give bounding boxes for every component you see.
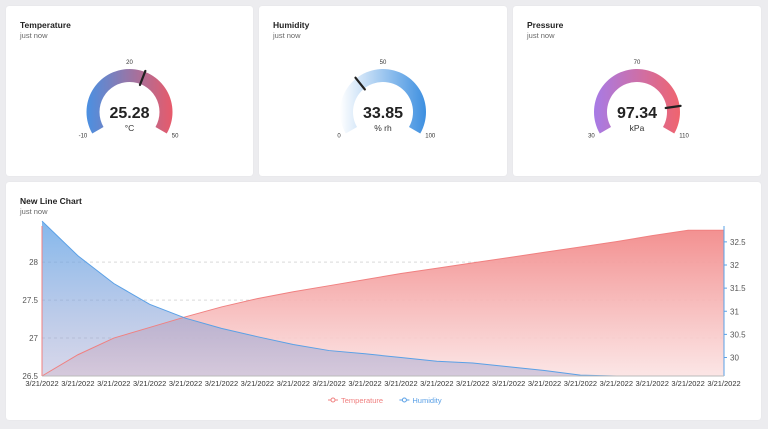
- gauge-subtitle: just now: [273, 31, 301, 40]
- x-axis-tick-label: 3/21/2022: [528, 379, 561, 388]
- gauge-card-humidity: Humidity just now 33.85% rh 0 100 50: [259, 6, 507, 176]
- x-axis-tick-label: 3/21/2022: [277, 379, 310, 388]
- gauge-value: 25.28: [109, 105, 149, 122]
- x-axis-tick-label: 3/21/2022: [600, 379, 633, 388]
- x-axis-tick-label: 3/21/2022: [420, 379, 453, 388]
- left-axis-tick-label: 26.5: [22, 372, 38, 381]
- gauge-mid-label: 20: [126, 60, 133, 66]
- gauge-min-label: 30: [588, 134, 595, 140]
- gauge-needle: [138, 69, 147, 87]
- x-axis-tick-label: 3/21/2022: [133, 379, 166, 388]
- x-axis-tick-label: 3/21/2022: [348, 379, 381, 388]
- gauge-unit: % rh: [374, 123, 392, 133]
- x-axis-tick-label: 3/21/2022: [456, 379, 489, 388]
- gauge-arc: [86, 69, 173, 134]
- line-chart-card: New Line Chart just now 26.5 27 27.5 28 30 30…: [6, 182, 761, 420]
- gauge-title: Pressure: [527, 20, 564, 30]
- gauge-value: 33.85: [363, 105, 403, 122]
- legend-item-temperature[interactable]: Temperature: [328, 396, 383, 405]
- gauge-value: 97.34: [617, 105, 657, 122]
- x-axis-tick-label: 3/21/2022: [384, 379, 417, 388]
- x-axis-tick-label: 3/21/2022: [564, 379, 597, 388]
- x-axis-tick-label: 3/21/2022: [492, 379, 525, 388]
- gauge-arc: [594, 69, 680, 134]
- legend-item-humidity[interactable]: Humidity: [399, 396, 442, 405]
- gauge-unit: kPa: [630, 123, 645, 133]
- gauge-max-label: 50: [172, 134, 179, 140]
- right-axis-tick-label: 30.5: [730, 330, 746, 339]
- x-axis-tick-label: 3/21/2022: [25, 379, 58, 388]
- right-axis-tick-label: 31.5: [730, 284, 746, 293]
- gauge-subtitle: just now: [527, 31, 555, 40]
- chart-subtitle: just now: [20, 207, 48, 216]
- gauge-humidity: 33.85% rh 0 100 50: [337, 60, 436, 140]
- legend-marker: [401, 397, 407, 403]
- left-axis-tick-label: 27: [29, 334, 38, 343]
- x-axis-tick-label: 3/21/2022: [636, 379, 669, 388]
- x-axis-tick-label: 3/21/2022: [707, 379, 740, 388]
- right-axis-tick-label: 31: [730, 307, 739, 316]
- left-axis-tick-label: 28: [29, 258, 38, 267]
- gauge-title: Humidity: [273, 20, 310, 30]
- legend-marker: [330, 397, 336, 403]
- left-axis-tick-label: 27.5: [22, 296, 38, 305]
- legend-label: Temperature: [341, 396, 383, 405]
- right-axis-tick-label: 30: [730, 354, 739, 363]
- chart-title: New Line Chart: [20, 196, 82, 206]
- x-axis-tick-label: 3/21/2022: [312, 379, 345, 388]
- x-axis-tick-label: 3/21/2022: [169, 379, 202, 388]
- gauge-mid-label: 70: [634, 60, 641, 66]
- gauge-unit: °C: [125, 123, 135, 133]
- temperature-line: [41, 229, 724, 377]
- gauge-min-label: -10: [79, 134, 88, 140]
- right-axis-tick-label: 32: [730, 261, 739, 270]
- gauge-card-pressure: Pressure just now 97.34 kPa 30 110 70: [513, 6, 761, 176]
- right-axis-tick-label: 32.5: [730, 238, 746, 247]
- gauge-title: Temperature: [20, 20, 71, 30]
- humidity-area: [42, 221, 724, 376]
- legend-label: Humidity: [412, 396, 441, 405]
- gauge-temperature: 25.28°C -10 50 20: [79, 60, 179, 140]
- gauge-min-label: 0: [337, 134, 341, 140]
- gauge-max-label: 110: [679, 134, 689, 140]
- gauge-max-label: 100: [425, 134, 436, 140]
- x-axis-tick-label: 3/21/2022: [205, 379, 238, 388]
- x-axis-tick-label: 3/21/2022: [241, 379, 274, 388]
- gauge-needle: [354, 76, 366, 91]
- x-axis-tick-label: 3/21/2022: [97, 379, 130, 388]
- gauge-mid-label: 50: [380, 60, 387, 66]
- x-axis-tick-label: 3/21/2022: [61, 379, 94, 388]
- gauge-card-temperature: Temperature just now 25.28 °C -10 50 20: [6, 6, 253, 176]
- gauge-subtitle: just now: [20, 31, 48, 40]
- gauge-needle: [664, 104, 682, 110]
- x-axis-tick-label: 3/21/2022: [671, 379, 704, 388]
